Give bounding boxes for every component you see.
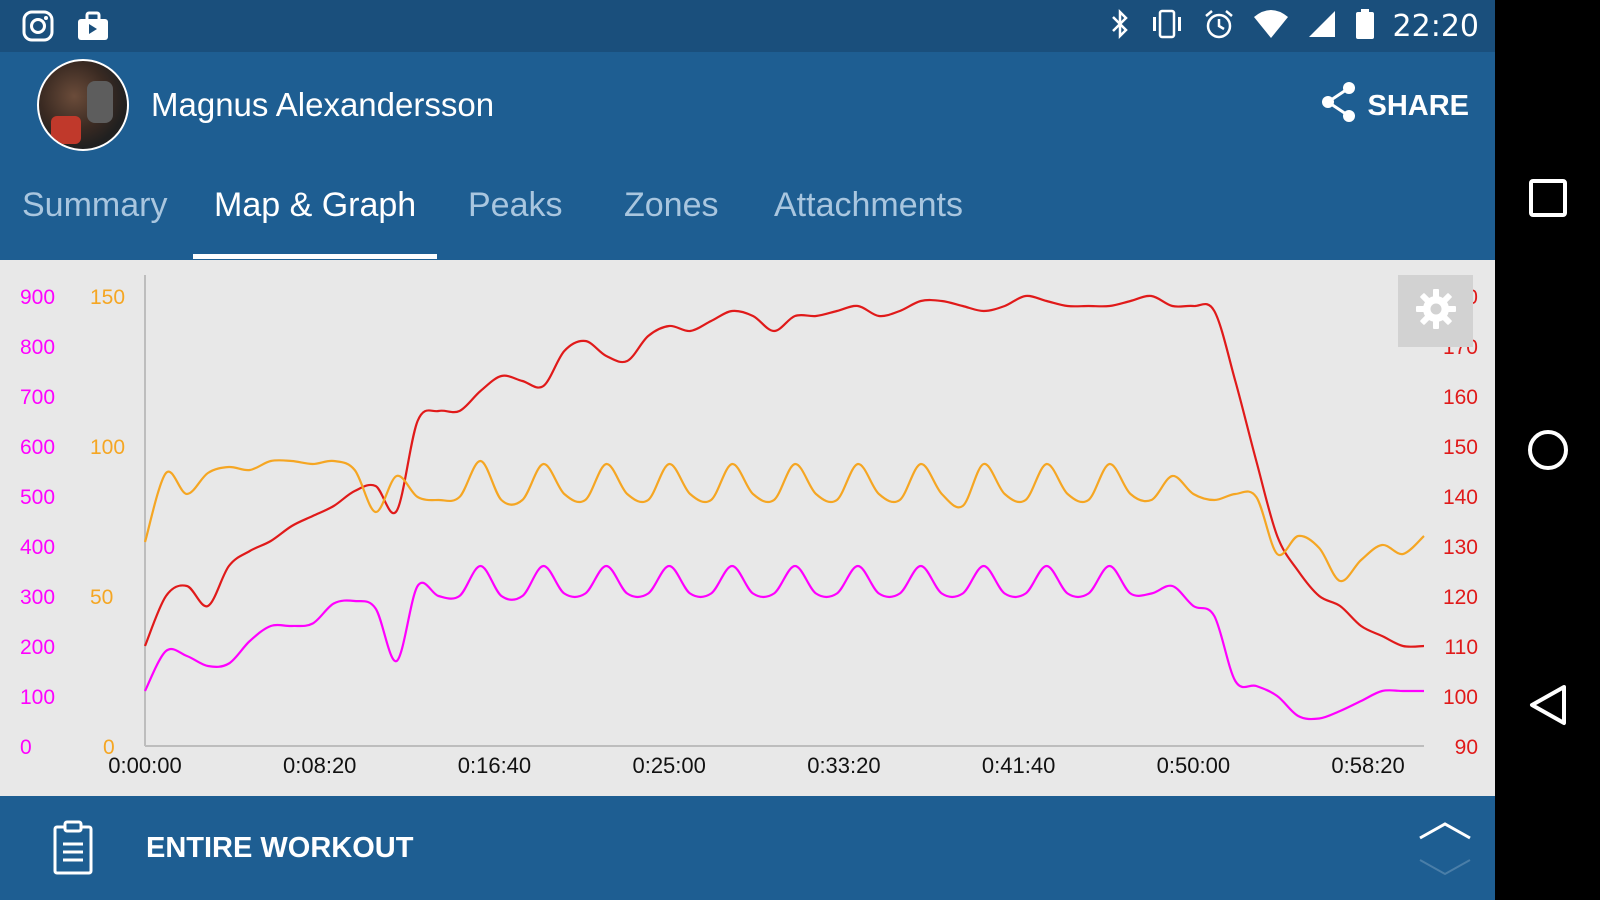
heart_rate-series-line: [143, 294, 1425, 648]
power-series-line: [144, 564, 1424, 721]
hr-tick-label: 160: [1443, 386, 1478, 409]
x-tick-label: 0:08:20: [283, 753, 356, 778]
x-tick-label: 0:00:00: [108, 753, 181, 778]
power-tick-label: 900: [20, 286, 55, 309]
alarm-icon: [1203, 8, 1235, 44]
share-label: SHARE: [1367, 89, 1469, 122]
vibrate-icon: [1149, 8, 1185, 44]
cadence-tick-label: 100: [90, 436, 125, 459]
tab-attachments[interactable]: Attachments: [774, 186, 963, 224]
tab-peaks[interactable]: Peaks: [468, 186, 563, 224]
x-tick-label: 0:58:20: [1331, 753, 1404, 778]
power-tick-label: 100: [20, 686, 55, 709]
power-tick-label: 500: [20, 486, 55, 509]
active-tab-indicator: [193, 254, 437, 259]
hr-tick-label: 90: [1455, 736, 1478, 759]
battery-icon: [1355, 8, 1375, 44]
user-name: Magnus Alexandersson: [151, 86, 495, 123]
tab-summary[interactable]: Summary: [22, 186, 168, 224]
home-button[interactable]: [1495, 428, 1600, 476]
system-nav-bar: [1495, 0, 1600, 900]
hr-tick-label: 130: [1443, 536, 1478, 559]
x-tick-label: 0:41:40: [982, 753, 1055, 778]
cadence-series-line: [143, 459, 1425, 583]
gear-icon: [1414, 287, 1458, 335]
x-tick-label: 0:33:20: [807, 753, 880, 778]
circle-icon: [1526, 428, 1570, 476]
power-tick-label: 200: [20, 636, 55, 659]
tab-bar: Summary Map & Graph Peaks Zones Attachme…: [0, 172, 1495, 260]
status-right-icons: 22:20: [1109, 8, 1479, 44]
hr-tick-label: 100: [1443, 686, 1478, 709]
hr-tick-label: 120: [1443, 586, 1478, 609]
bluetooth-icon: [1109, 8, 1131, 44]
power-tick-label: 400: [20, 536, 55, 559]
recents-button[interactable]: [1495, 178, 1600, 222]
bottom-bar[interactable]: ENTIRE WORKOUT: [0, 796, 1495, 900]
graph-settings-button[interactable]: [1398, 275, 1473, 347]
back-button[interactable]: [1495, 683, 1600, 731]
status-left-icons: [22, 10, 110, 46]
hr-tick-label: 110: [1445, 636, 1478, 659]
power-tick-label: 0: [20, 736, 32, 759]
wifi-icon: [1253, 9, 1289, 43]
x-tick-label: 0:50:00: [1157, 753, 1230, 778]
cadence-tick-label: 50: [90, 586, 113, 609]
cadence-tick-label: 0: [103, 736, 115, 759]
x-tick-label: 0:16:40: [458, 753, 531, 778]
avatar[interactable]: [37, 59, 129, 151]
hr-tick-label: 150: [1443, 436, 1478, 459]
x-tick-label: 0:25:00: [632, 753, 705, 778]
tab-map-graph[interactable]: Map & Graph: [214, 186, 417, 224]
power-tick-label: 700: [20, 386, 55, 409]
tab-zones[interactable]: Zones: [624, 186, 719, 224]
share-button[interactable]: SHARE: [1319, 80, 1469, 132]
app-bar: Magnus Alexandersson SHARE Summary Map &…: [0, 52, 1495, 260]
status-bar: 22:20: [0, 0, 1495, 52]
chevron-up-icon[interactable]: [1417, 816, 1473, 884]
briefcase-icon: [76, 10, 110, 46]
share-icon: [1319, 80, 1359, 132]
hr-tick-label: 140: [1443, 486, 1478, 509]
signal-icon: [1307, 9, 1337, 43]
power-tick-label: 800: [20, 336, 55, 359]
back-triangle-icon: [1526, 683, 1570, 731]
clipboard-icon: [52, 820, 94, 880]
power-tick-label: 600: [20, 436, 55, 459]
workout-range-label: ENTIRE WORKOUT: [146, 832, 414, 864]
instagram-icon: [22, 10, 54, 46]
workout-graph[interactable]: 0:00:00 0:08:20 0:16:40 0:25:00 0:33:20 0:41:…: [0, 260, 1495, 796]
square-icon: [1528, 178, 1568, 222]
cadence-tick-label: 150: [90, 286, 125, 309]
power-tick-label: 300: [20, 586, 55, 609]
workout-chart-svg[interactable]: 0:00:00 0:08:20 0:16:40 0:25:00 0:33:20 0:41:…: [0, 260, 1495, 796]
clock-time: 22:20: [1392, 8, 1479, 44]
